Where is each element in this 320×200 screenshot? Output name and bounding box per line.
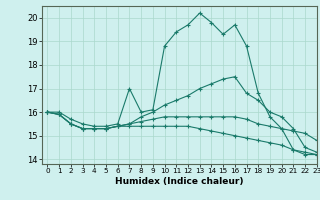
X-axis label: Humidex (Indice chaleur): Humidex (Indice chaleur): [115, 177, 244, 186]
